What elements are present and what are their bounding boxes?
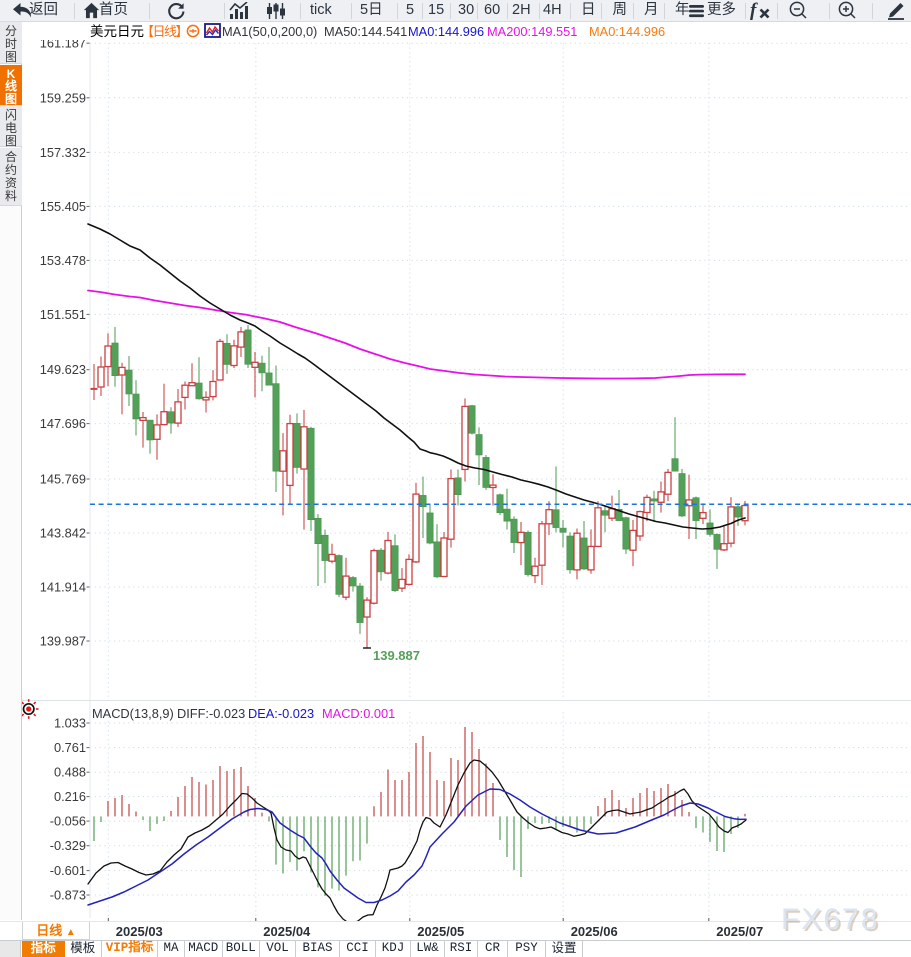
svg-text:0.216: 0.216 bbox=[54, 789, 86, 804]
svg-text:159.259: 159.259 bbox=[40, 90, 86, 105]
svg-text:139.987: 139.987 bbox=[40, 634, 86, 649]
svg-text:143.842: 143.842 bbox=[40, 526, 86, 541]
svg-text:141.914: 141.914 bbox=[40, 580, 86, 595]
svg-text:1.033: 1.033 bbox=[54, 716, 86, 731]
svg-text:153.478: 153.478 bbox=[40, 253, 86, 268]
svg-text:-0.873: -0.873 bbox=[50, 888, 86, 903]
svg-text:0.488: 0.488 bbox=[54, 765, 86, 780]
svg-text:f: f bbox=[750, 0, 758, 21]
svg-text:149.623: 149.623 bbox=[40, 362, 86, 377]
svg-text:139.887: 139.887 bbox=[373, 648, 420, 663]
svg-text:0.761: 0.761 bbox=[54, 740, 86, 755]
svg-text:147.696: 147.696 bbox=[40, 416, 86, 431]
svg-text:145.769: 145.769 bbox=[40, 472, 86, 487]
svg-text:157.332: 157.332 bbox=[40, 145, 86, 160]
svg-text:-0.056: -0.056 bbox=[50, 814, 86, 829]
svg-text:151.551: 151.551 bbox=[40, 307, 86, 322]
svg-text:155.405: 155.405 bbox=[40, 199, 86, 214]
svg-text:-0.601: -0.601 bbox=[50, 863, 86, 878]
svg-text:-0.329: -0.329 bbox=[50, 838, 86, 853]
